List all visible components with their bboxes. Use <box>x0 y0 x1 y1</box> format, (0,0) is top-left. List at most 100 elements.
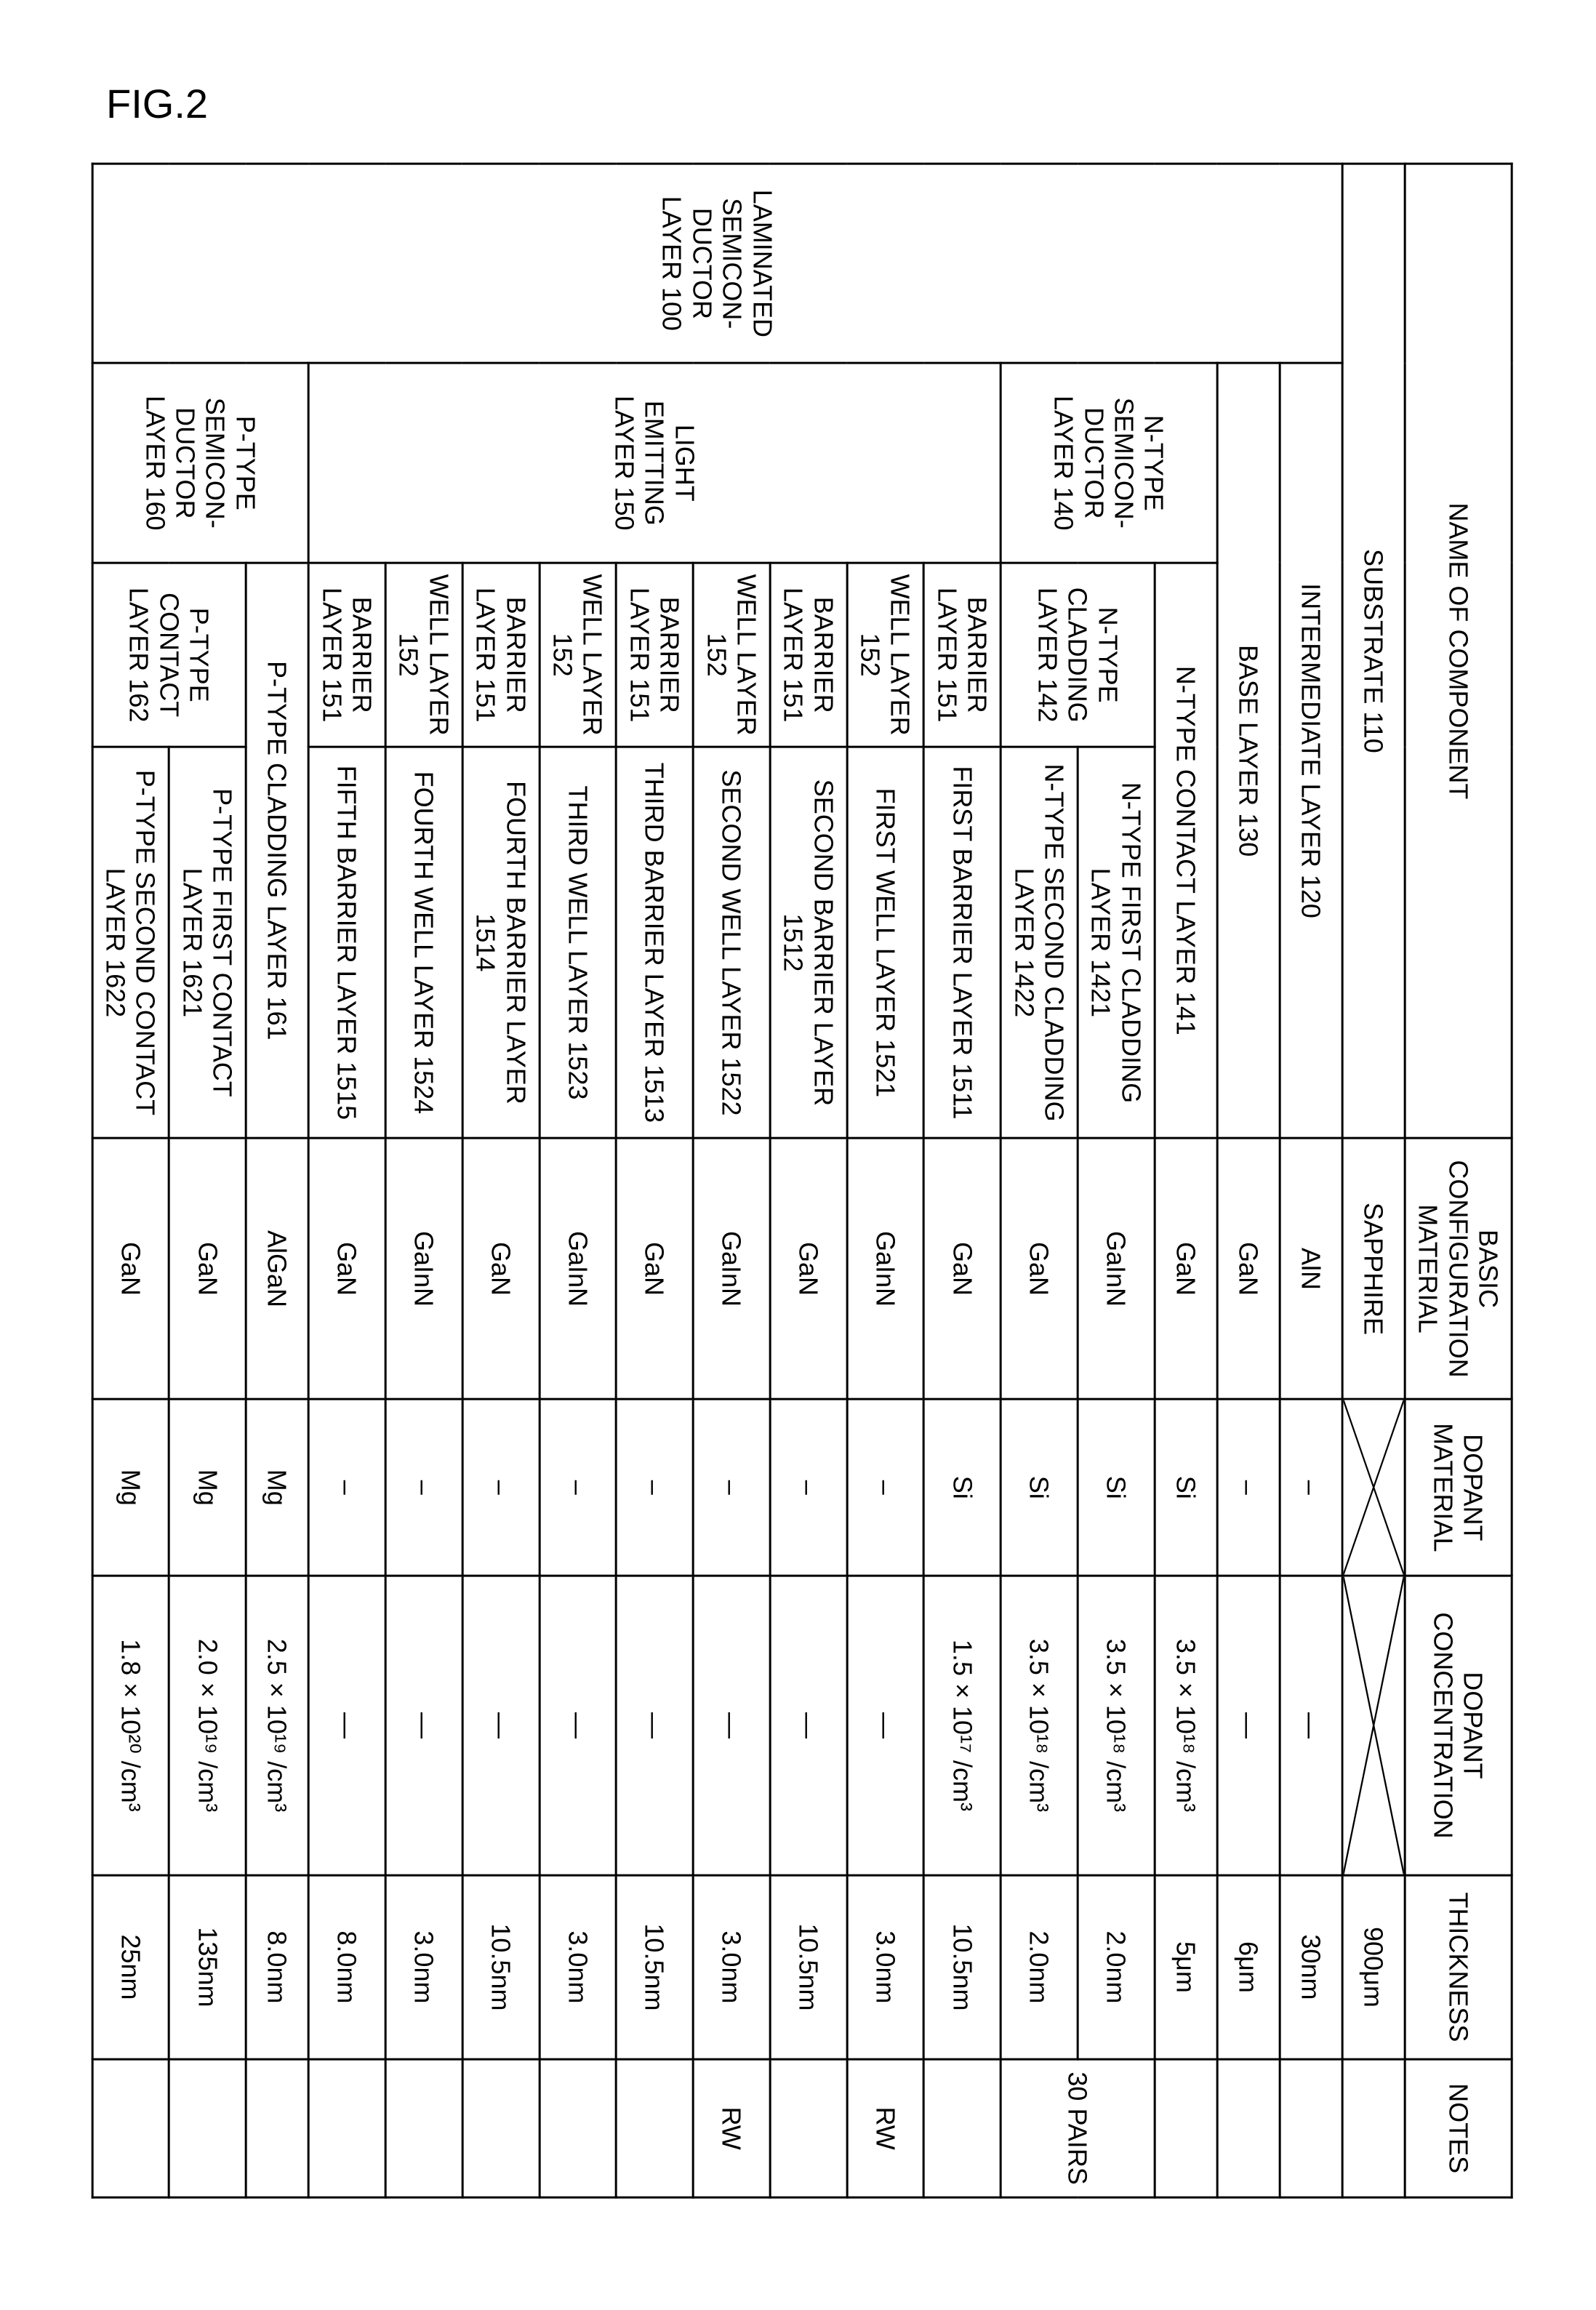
cell-thk: 25nm <box>92 1875 169 2059</box>
hdr-notes: NOTES <box>1404 2059 1511 2197</box>
cell-note <box>923 2059 1000 2197</box>
hdr-thickness: THICKNESS <box>1404 1875 1511 2059</box>
cell-dopc: 3.5 × 10¹⁸ /cm³ <box>1078 1576 1155 1875</box>
cell-dopm: – <box>308 1399 385 1576</box>
cell-note <box>92 2059 169 2197</box>
cell-dopc: — <box>308 1576 385 1875</box>
cell-mat: GaN <box>1216 1138 1279 1399</box>
cell-dopm: Si <box>923 1399 1000 1576</box>
cell-b2: SECOND BARRIER LAYER 1512 <box>770 747 847 1138</box>
cell-dopc: 2.0 × 10¹⁹ /cm³ <box>169 1576 246 1875</box>
cell-mat: GaN <box>1000 1138 1078 1399</box>
cell-thk: 3.0nm <box>846 1875 923 2059</box>
cell-barrier-group: BARRIER LAYER 151 <box>308 563 385 747</box>
cell-dopm: – <box>616 1399 693 1576</box>
cell-nclad1: N-TYPE FIRST CLADDING LAYER 1421 <box>1078 747 1155 1138</box>
spec-table: NAME OF COMPONENT BASIC CONFIGURATION MA… <box>91 162 1512 2198</box>
cell-dopc: — <box>770 1576 847 1875</box>
cell-dopm: Si <box>1000 1399 1078 1576</box>
cell-barrier-group: BARRIER LAYER 151 <box>616 563 693 747</box>
cell-note <box>1216 2059 1279 2197</box>
cell-thk: 8.0nm <box>246 1875 308 2059</box>
cell-w4: FOURTH WELL LAYER 1524 <box>385 747 462 1138</box>
cell-note: RW <box>693 2059 770 2197</box>
cell-thk: 10.5nm <box>616 1875 693 2059</box>
cell-mat: GaN <box>923 1138 1000 1399</box>
cell-dopm: – <box>462 1399 539 1576</box>
cell-thk: 8.0nm <box>308 1875 385 2059</box>
cell-dopm: – <box>1216 1399 1279 1576</box>
cell-mat: GaInN <box>693 1138 770 1399</box>
hdr-material: BASIC CONFIGURATION MATERIAL <box>1404 1138 1511 1399</box>
cell-note <box>1279 2059 1342 2197</box>
cell-nclad-group: N-TYPE CLADDING LAYER 142 <box>1000 563 1155 747</box>
cell-dopc: 1.5 × 10¹⁷ /cm³ <box>923 1576 1000 1875</box>
cell-dopm: – <box>770 1399 847 1576</box>
cell-dopm: – <box>539 1399 616 1576</box>
cell-well-group: WELL LAYER 152 <box>846 563 923 747</box>
cell-dopc: — <box>462 1576 539 1875</box>
cell-note <box>385 2059 462 2197</box>
cell-thk: 30nm <box>1279 1875 1342 2059</box>
cell-dopm: – <box>846 1399 923 1576</box>
cell-dopc-cross <box>1342 1576 1404 1875</box>
cell-thk: 6μm <box>1216 1875 1279 2059</box>
cell-dopc: 3.5 × 10¹⁸ /cm³ <box>1000 1576 1078 1875</box>
cell-thk: 3.0nm <box>539 1875 616 2059</box>
cell-thk: 2.0nm <box>1000 1875 1078 2059</box>
figure-label: FIG.2 <box>106 80 1501 127</box>
cell-mat: AlN <box>1279 1138 1342 1399</box>
row-intermediate: LAMINATED SEMICON-DUCTOR LAYER 100 INTER… <box>1279 164 1342 2197</box>
cell-dopc: — <box>616 1576 693 1875</box>
cell-w2: SECOND WELL LAYER 1522 <box>693 747 770 1138</box>
cell-mat: GaN <box>616 1138 693 1399</box>
cell-mat: GaN <box>92 1138 169 1399</box>
cell-dopm: – <box>1279 1399 1342 1576</box>
cell-well-group: WELL LAYER 152 <box>539 563 616 747</box>
cell-thk: 900μm <box>1342 1875 1404 2059</box>
cell-mat: GaN <box>770 1138 847 1399</box>
cell-note-pairs: 30 PAIRS <box>1000 2059 1155 2197</box>
cell-dopc: 1.8 × 10²⁰ /cm³ <box>92 1576 169 1875</box>
cell-dopm: Si <box>1154 1399 1216 1576</box>
cell-laminated: LAMINATED SEMICON-DUCTOR LAYER 100 <box>92 164 1342 363</box>
cell-substrate: SUBSTRATE 110 <box>1342 164 1404 1138</box>
cell-mat: GaN <box>169 1138 246 1399</box>
cell-pcontact-group: P-TYPE CONTACT LAYER 162 <box>92 563 246 747</box>
cell-pclad: P-TYPE CLADDING LAYER 161 <box>246 563 308 1139</box>
cell-base: BASE LAYER 130 <box>1216 363 1279 1138</box>
cell-note <box>770 2059 847 2197</box>
cell-thk: 10.5nm <box>462 1875 539 2059</box>
cell-b4: FOURTH BARRIER LAYER 1514 <box>462 747 539 1138</box>
table-header-row: NAME OF COMPONENT BASIC CONFIGURATION MA… <box>1404 164 1511 2197</box>
cell-dopc: — <box>693 1576 770 1875</box>
cell-mat: GaN <box>308 1138 385 1399</box>
cell-pcontact1: P-TYPE FIRST CONTACT LAYER 1621 <box>169 747 246 1138</box>
cell-dopc: — <box>846 1576 923 1875</box>
row-base: BASE LAYER 130 GaN – — 6μm <box>1216 164 1279 2197</box>
cell-note <box>462 2059 539 2197</box>
row-pclad: P-TYPE SEMICON-DUCTOR LAYER 160 P-TYPE C… <box>246 164 308 2197</box>
cell-mat: GaInN <box>385 1138 462 1399</box>
cell-intermediate: INTERMEDIATE LAYER 120 <box>1279 363 1342 1138</box>
cell-mat: GaN <box>1154 1138 1216 1399</box>
row-b1: LIGHT EMITTING LAYER 150 BARRIER LAYER 1… <box>923 164 1000 2197</box>
cell-dopm: Si <box>1078 1399 1155 1576</box>
cell-note <box>308 2059 385 2197</box>
cell-note: RW <box>846 2059 923 2197</box>
cell-note <box>246 2059 308 2197</box>
cell-note <box>616 2059 693 2197</box>
cell-b3: THIRD BARRIER LAYER 1513 <box>616 747 693 1138</box>
cell-dopm: – <box>385 1399 462 1576</box>
cell-well-group: WELL LAYER 152 <box>385 563 462 747</box>
cell-mat: GaInN <box>1078 1138 1155 1399</box>
cell-note <box>169 2059 246 2197</box>
hdr-component: NAME OF COMPONENT <box>1404 164 1511 1138</box>
cell-dopm-cross <box>1342 1399 1404 1576</box>
cell-barrier-group: BARRIER LAYER 151 <box>462 563 539 747</box>
hdr-dopant-conc: DOPANT CONCENTRATION <box>1404 1576 1511 1875</box>
cell-ncontact: N-TYPE CONTACT LAYER 141 <box>1154 563 1216 1139</box>
cell-dopc: — <box>1279 1576 1342 1875</box>
cell-note <box>539 2059 616 2197</box>
cell-note <box>1342 2059 1404 2197</box>
